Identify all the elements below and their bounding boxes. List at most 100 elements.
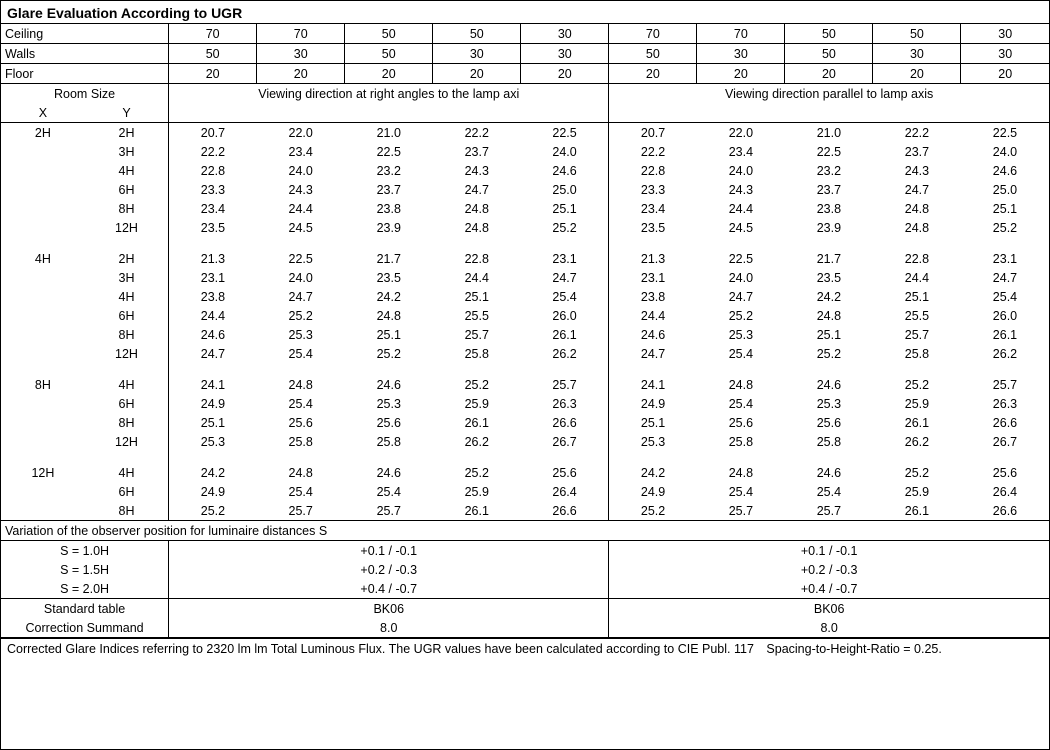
ugr-value: 23.5: [609, 218, 697, 237]
reflectance-value: 70: [697, 24, 785, 44]
ugr-value: 25.8: [345, 432, 433, 451]
ugr-value: 26.6: [521, 501, 609, 521]
room-x: [1, 413, 85, 432]
ugr-value: 21.0: [345, 123, 433, 143]
ugr-value: 25.4: [345, 482, 433, 501]
ugr-value: 25.1: [873, 287, 961, 306]
ugr-value: 25.7: [257, 501, 345, 521]
ugr-value: 25.2: [521, 218, 609, 237]
variation-s: S = 1.5H: [1, 560, 169, 579]
ugr-value: 26.0: [961, 306, 1049, 325]
standard-label: Standard table: [1, 599, 169, 619]
ugr-value: 26.1: [873, 413, 961, 432]
ugr-value: 24.6: [521, 161, 609, 180]
standard-label: Correction Summand: [1, 618, 169, 638]
room-x: 12H: [1, 463, 85, 482]
ugr-value: 23.7: [433, 142, 521, 161]
ugr-value: 25.1: [433, 287, 521, 306]
ugr-value: 23.8: [169, 287, 257, 306]
reflectance-value: 50: [433, 24, 521, 44]
standard-value: 8.0: [169, 618, 609, 638]
ugr-value: 24.2: [785, 287, 873, 306]
ugr-value: 26.2: [873, 432, 961, 451]
ugr-value: 25.4: [257, 482, 345, 501]
ugr-value: 21.0: [785, 123, 873, 143]
ugr-value: 22.8: [169, 161, 257, 180]
standard-value: 8.0: [609, 618, 1049, 638]
ugr-value: 25.0: [961, 180, 1049, 199]
ugr-value: 25.2: [345, 344, 433, 363]
ugr-value: 24.0: [961, 142, 1049, 161]
ugr-value: 25.2: [873, 375, 961, 394]
room-y: 12H: [85, 218, 169, 237]
room-x: [1, 287, 85, 306]
standard-value: BK06: [609, 599, 1049, 619]
ugr-value: 23.3: [169, 180, 257, 199]
ugr-value: 24.7: [433, 180, 521, 199]
room-y: 12H: [85, 344, 169, 363]
ugr-value: 24.6: [609, 325, 697, 344]
ugr-value: 22.8: [873, 249, 961, 268]
ugr-value: 24.6: [961, 161, 1049, 180]
ugr-value: 25.4: [697, 482, 785, 501]
variation-title: Variation of the observer position for l…: [1, 521, 1049, 541]
reflectance-value: 70: [169, 24, 257, 44]
ugr-value: 24.2: [609, 463, 697, 482]
ugr-value: 23.4: [257, 142, 345, 161]
ugr-value: 25.3: [785, 394, 873, 413]
ugr-value: 24.3: [697, 180, 785, 199]
report-title: Glare Evaluation According to UGR: [1, 1, 1049, 23]
reflectance-value: 50: [345, 24, 433, 44]
footer-note: Corrected Glare Indices referring to 232…: [1, 638, 1049, 659]
ugr-value: 24.8: [257, 375, 345, 394]
ugr-value: 25.6: [697, 413, 785, 432]
room-x: [1, 268, 85, 287]
ugr-value: 23.9: [785, 218, 873, 237]
ugr-value: 25.2: [873, 463, 961, 482]
room-y: 8H: [85, 325, 169, 344]
ugr-value: 24.9: [609, 394, 697, 413]
ugr-value: 25.5: [433, 306, 521, 325]
variation-value: +0.1 / -0.1: [169, 541, 609, 561]
ugr-value: 24.8: [697, 463, 785, 482]
ugr-value: 26.2: [961, 344, 1049, 363]
ugr-value: 26.6: [961, 413, 1049, 432]
ugr-value: 25.1: [961, 199, 1049, 218]
ugr-value: 22.2: [609, 142, 697, 161]
ugr-value: 23.2: [345, 161, 433, 180]
reflectance-value: 70: [257, 24, 345, 44]
ugr-value: 26.7: [961, 432, 1049, 451]
room-x: 2H: [1, 123, 85, 143]
ugr-value: 22.2: [433, 123, 521, 143]
ugr-value: 22.5: [257, 249, 345, 268]
ugr-value: 24.7: [961, 268, 1049, 287]
ugr-value: 25.4: [785, 482, 873, 501]
reflectance-value: 30: [521, 24, 609, 44]
ugr-value: 24.6: [345, 375, 433, 394]
ugr-value: 21.3: [609, 249, 697, 268]
ugr-value: 24.7: [873, 180, 961, 199]
ugr-value: 25.7: [433, 325, 521, 344]
ugr-value: 24.8: [433, 199, 521, 218]
ugr-value: 25.1: [345, 325, 433, 344]
ugr-value: 22.8: [609, 161, 697, 180]
direction-right-angles: Viewing direction at right angles to the…: [169, 84, 609, 104]
room-y: 4H: [85, 287, 169, 306]
ugr-value: 25.7: [697, 501, 785, 521]
reflectance-value: 20: [697, 64, 785, 84]
ugr-value: 24.4: [609, 306, 697, 325]
ugr-value: 24.7: [521, 268, 609, 287]
ugr-value: 24.0: [257, 161, 345, 180]
reflectance-value: 20: [257, 64, 345, 84]
ugr-value: 25.0: [521, 180, 609, 199]
ugr-value: 24.4: [169, 306, 257, 325]
reflectance-value: 30: [961, 24, 1049, 44]
ugr-value: 23.5: [785, 268, 873, 287]
ugr-value: 24.7: [609, 344, 697, 363]
variation-value: +0.2 / -0.3: [609, 560, 1049, 579]
ugr-value: 20.7: [169, 123, 257, 143]
ugr-value: 25.3: [257, 325, 345, 344]
ugr-value: 26.3: [521, 394, 609, 413]
reflectance-value: 30: [257, 44, 345, 64]
room-size-y-header: Y: [85, 103, 169, 123]
